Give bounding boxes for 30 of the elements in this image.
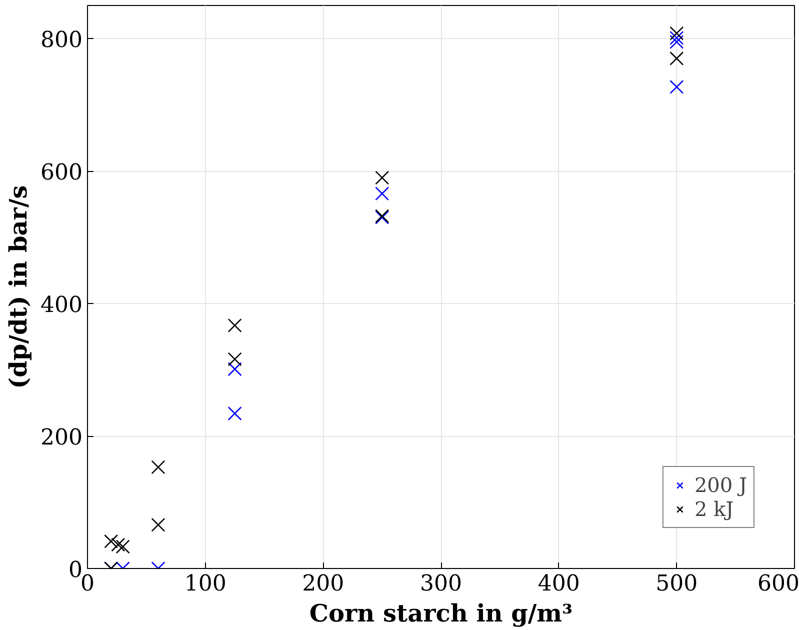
- point: [228, 318, 242, 332]
- point: [228, 362, 242, 376]
- point: [670, 34, 684, 49]
- point: [104, 534, 118, 548]
- point: [670, 80, 684, 94]
- y-tick-label: 600: [40, 160, 83, 186]
- point: [151, 518, 166, 532]
- point: [116, 540, 130, 554]
- point: [670, 30, 684, 45]
- x-tick-label: 300: [420, 572, 462, 596]
- x-tick-label: 600: [758, 572, 799, 596]
- point: [228, 406, 242, 421]
- point: [228, 352, 242, 366]
- y-tick-label: 200: [40, 426, 83, 451]
- point: [151, 460, 166, 474]
- x-tick-label: 400: [538, 572, 580, 596]
- legend-label: 2 kJ: [694, 497, 734, 521]
- point: [375, 186, 390, 201]
- point: [670, 51, 684, 66]
- x-tick-label: 100: [184, 572, 226, 596]
- y-tick-label: 400: [40, 293, 83, 318]
- point: [111, 538, 126, 552]
- legend-label: 200 J: [694, 473, 747, 497]
- y-tick-label: 800: [40, 28, 83, 54]
- x-tick-label: 200: [302, 572, 344, 596]
- point: [375, 170, 390, 185]
- x-axis-title: Corn starch in g/m³: [309, 598, 573, 628]
- y-axis-title: (dp/dt) in bar/s: [4, 185, 33, 389]
- point: [670, 26, 684, 40]
- x-tick-label: 500: [656, 572, 698, 596]
